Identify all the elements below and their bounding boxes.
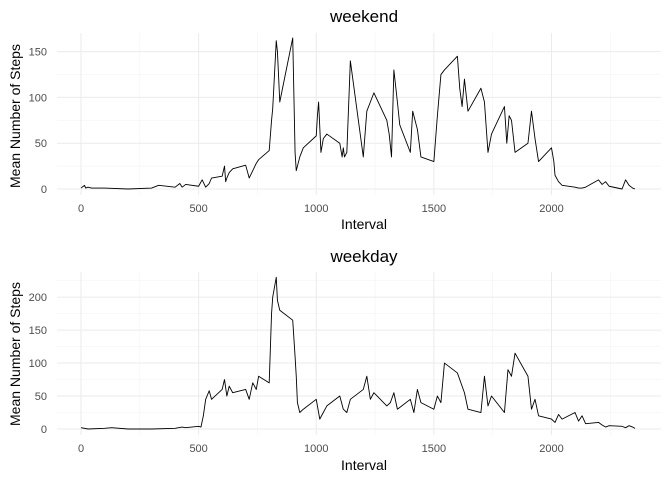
x-tick-label: 1500 <box>422 443 446 455</box>
y-tick-label: 50 <box>35 391 47 403</box>
y-tick-label: 100 <box>29 92 47 104</box>
x-tick-label: 2000 <box>539 443 563 455</box>
x-tick-label: 0 <box>78 443 84 455</box>
x-tick-label: 1500 <box>422 203 446 215</box>
weekday-y-tick-labels: 0 50 100 150 200 <box>29 292 47 436</box>
x-tick-label: 1000 <box>304 443 328 455</box>
y-tick-label: 0 <box>41 424 47 436</box>
weekend-series-line <box>80 37 636 190</box>
weekend-x-tick-labels: 0 500 1000 1500 2000 <box>78 203 564 215</box>
y-tick-label: 150 <box>29 325 47 337</box>
y-tick-label: 150 <box>29 47 47 59</box>
weekday-panel: weekday 0 50 100 150 200 0 500 1000 1500 2000 In… <box>7 247 661 473</box>
y-tick-label: 100 <box>29 358 47 370</box>
weekday-grid <box>57 272 661 435</box>
weekday-title: weekday <box>329 247 398 266</box>
weekday-y-axis-title: Mean Number of Steps <box>7 282 23 426</box>
y-tick-label: 200 <box>29 292 47 304</box>
weekend-x-axis-title: Interval <box>341 216 387 232</box>
weekday-series-line <box>80 276 636 430</box>
weekend-y-tick-labels: 0 50 100 150 <box>29 47 47 196</box>
y-tick-label: 0 <box>41 184 47 196</box>
x-tick-label: 1000 <box>304 203 328 215</box>
x-tick-label: 500 <box>189 443 207 455</box>
weekend-panel: weekend 0 50 100 150 0 500 1000 1500 2000 Inter… <box>7 7 661 232</box>
weekday-x-axis-title: Interval <box>341 457 387 473</box>
x-tick-label: 0 <box>78 203 84 215</box>
x-tick-label: 2000 <box>539 203 563 215</box>
y-tick-label: 50 <box>35 138 47 150</box>
x-tick-label: 500 <box>189 203 207 215</box>
weekend-title: weekend <box>329 7 398 26</box>
weekend-y-axis-title: Mean Number of Steps <box>7 44 23 188</box>
weekend-grid <box>57 33 661 195</box>
weekday-x-tick-labels: 0 500 1000 1500 2000 <box>78 443 564 455</box>
